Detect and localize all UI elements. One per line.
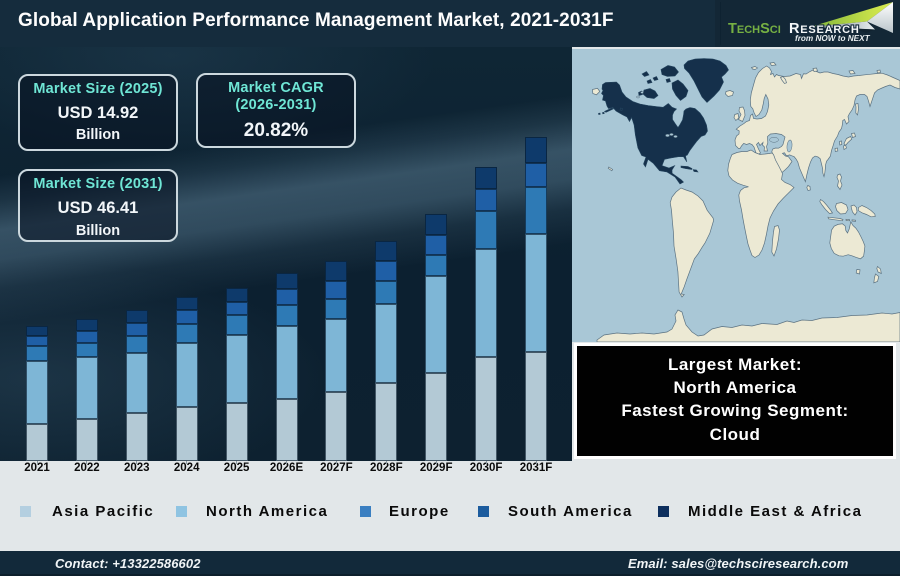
svg-text:RESEARCH: RESEARCH bbox=[789, 21, 860, 37]
svg-text:TECHSCI: TECHSCI bbox=[728, 21, 781, 37]
svg-text:from NOW to NEXT: from NOW to NEXT bbox=[795, 34, 871, 43]
